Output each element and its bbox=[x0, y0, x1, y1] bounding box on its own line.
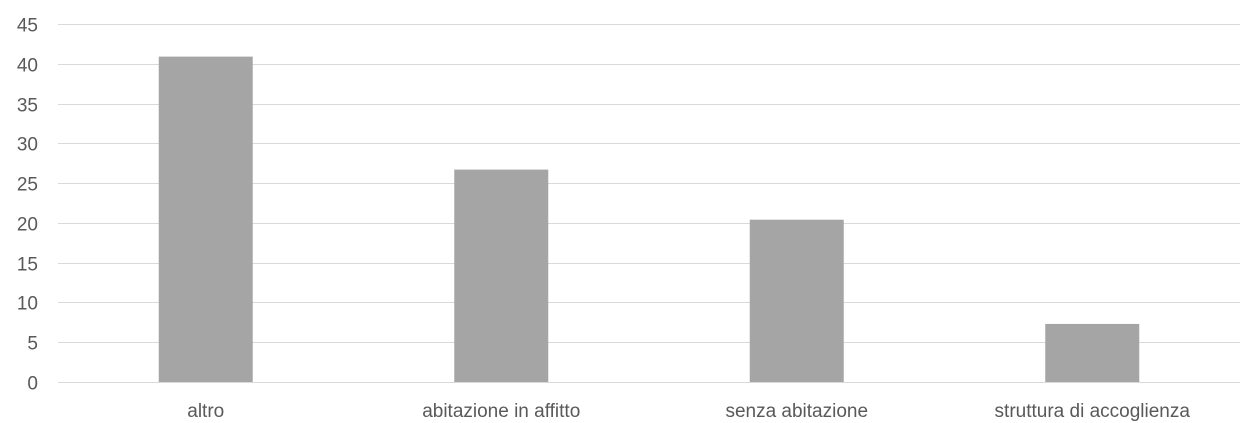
y-tick-label: 25 bbox=[17, 175, 38, 196]
x-category-label: abitazione in affitto bbox=[422, 401, 580, 422]
gridlines bbox=[58, 24, 1240, 383]
y-axis-tick-labels: 0 5 10 15 20 25 30 35 40 45 bbox=[17, 16, 38, 395]
y-tick-label: 20 bbox=[17, 215, 38, 236]
x-category-label: altro bbox=[187, 401, 224, 422]
y-tick-label: 30 bbox=[17, 135, 38, 156]
bar-altro bbox=[158, 56, 253, 383]
y-tick-label: 15 bbox=[17, 255, 38, 276]
y-tick-label: 5 bbox=[27, 334, 38, 355]
y-tick-label: 35 bbox=[17, 96, 38, 117]
y-tick-label: 40 bbox=[17, 56, 38, 77]
x-category-label: struttura di accoglienza bbox=[995, 401, 1191, 422]
x-category-label: senza abitazione bbox=[725, 401, 868, 422]
y-tick-label: 45 bbox=[17, 16, 38, 37]
y-tick-label: 0 bbox=[27, 374, 38, 395]
bars bbox=[158, 56, 1140, 383]
y-tick-label: 10 bbox=[17, 294, 38, 315]
x-axis-category-labels: altro abitazione in affitto senza abitazio… bbox=[187, 401, 1190, 422]
bar-struttura-di-accoglienza bbox=[1045, 323, 1140, 382]
bar-senza-abitazione bbox=[749, 219, 844, 382]
bar-abitazione-in-affitto bbox=[454, 169, 549, 382]
